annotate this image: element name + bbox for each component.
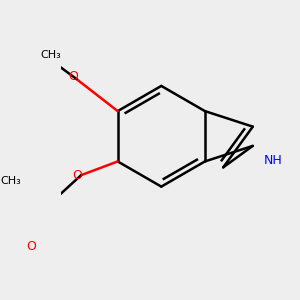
Text: NH: NH	[264, 154, 283, 167]
Text: CH₃: CH₃	[40, 50, 61, 60]
Text: O: O	[73, 169, 82, 182]
Text: O: O	[68, 70, 78, 83]
Text: CH₃: CH₃	[0, 176, 21, 186]
Text: O: O	[27, 240, 37, 253]
